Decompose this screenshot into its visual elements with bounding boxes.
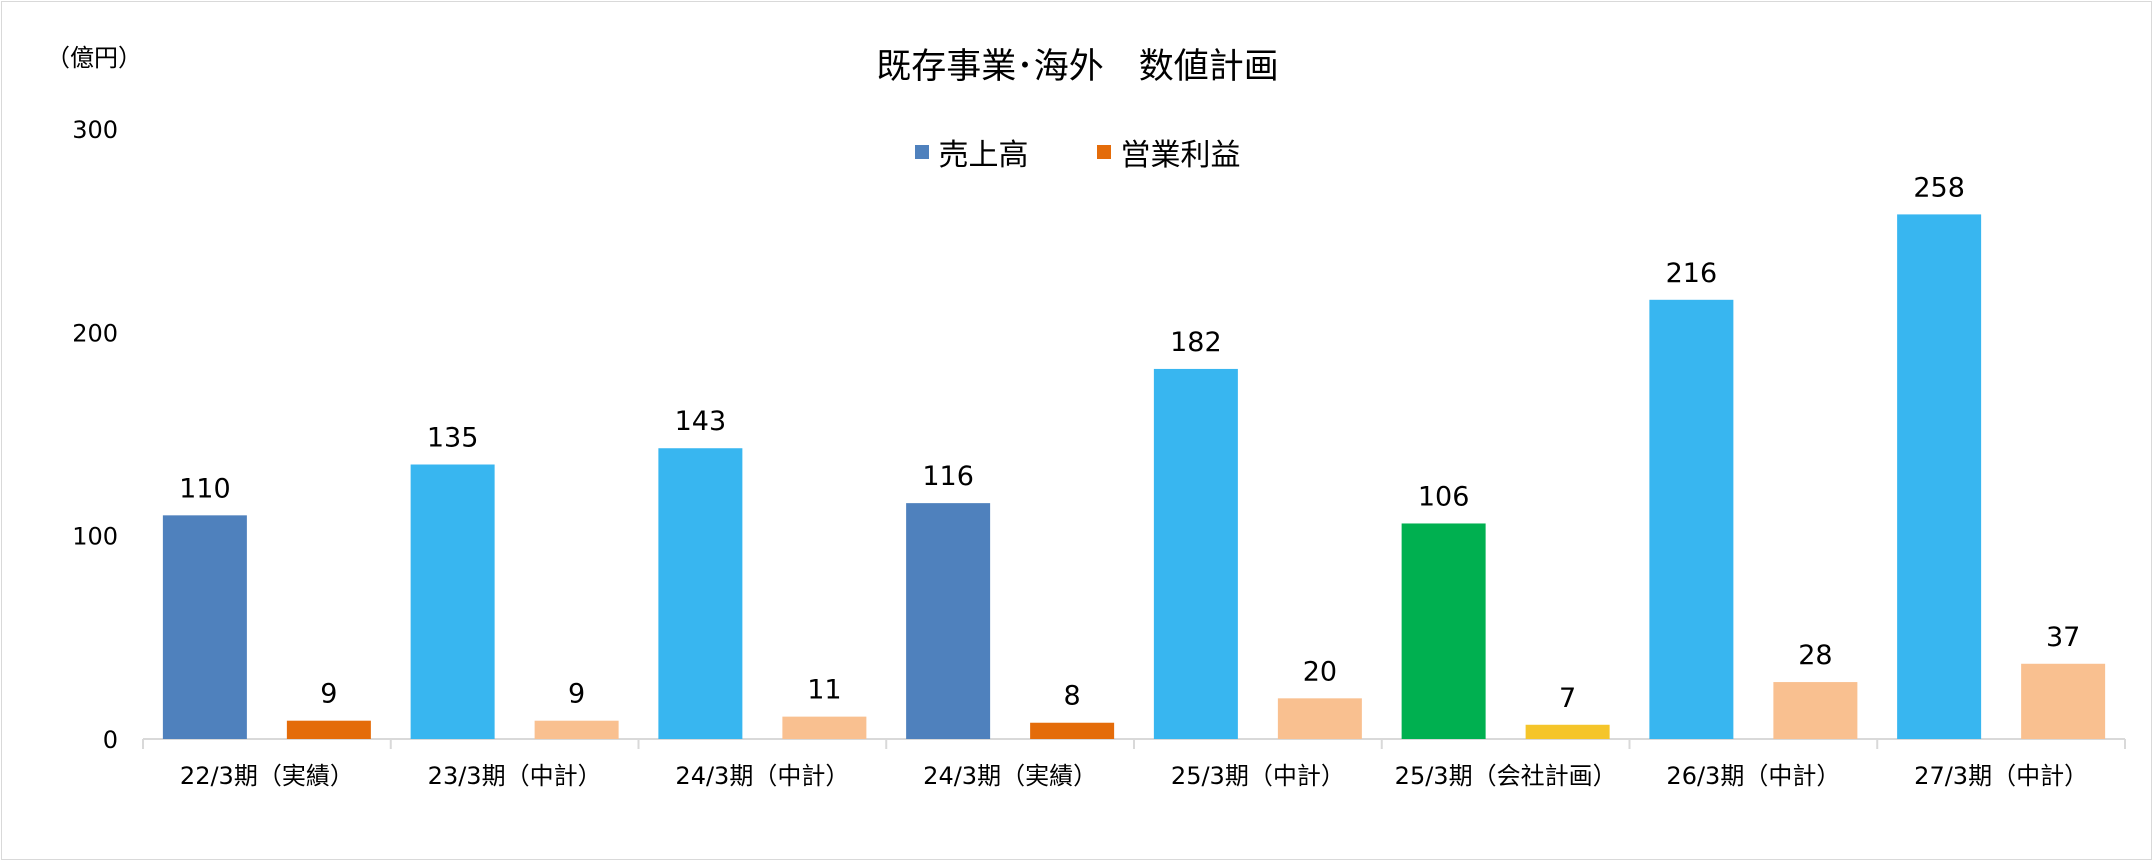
y-tick-label: 200 (72, 319, 118, 347)
legend-label-sales: 売上高 (938, 138, 1029, 173)
data-label: 106 (1418, 481, 1470, 512)
y-tick-label: 0 (103, 726, 118, 754)
chart-title: 既存事業･海外 数値計画 (876, 47, 1279, 87)
data-label: 116 (922, 461, 974, 492)
data-label: 258 (1913, 172, 1965, 203)
unit-label: （億円） (46, 44, 142, 72)
data-label: 8 (1064, 681, 1081, 712)
data-label: 143 (675, 406, 727, 437)
bar-operating-profit (534, 720, 619, 739)
bar-sales (658, 448, 743, 739)
bar-sales (1897, 214, 1982, 739)
x-tick-label: 27/3期（中計） (1914, 762, 2088, 790)
legend-label-operating-profit: 営業利益 (1120, 138, 1241, 173)
bar-operating-profit (286, 720, 371, 739)
x-tick-label: 23/3期（中計） (428, 762, 602, 790)
x-tick-label: 24/3期（実績） (923, 762, 1097, 790)
x-tick-label: 22/3期（実績） (180, 762, 354, 790)
legend-swatch-sales (914, 145, 929, 159)
legend-item-sales: 売上高 (914, 130, 1029, 174)
y-tick-label: 100 (72, 523, 118, 551)
bar-sales (162, 515, 247, 739)
bar-operating-profit (1773, 682, 1858, 739)
bar-sales (410, 464, 495, 739)
data-label: 182 (1170, 327, 1222, 358)
y-tick-label: 300 (72, 116, 118, 144)
data-label: 135 (427, 423, 479, 454)
data-label: 9 (320, 679, 337, 710)
bar-sales (1401, 523, 1486, 739)
x-tick-label: 25/3期（会社計画） (1395, 762, 1617, 790)
bar-sales (1153, 368, 1238, 739)
bar-operating-profit (2021, 663, 2106, 739)
data-label: 11 (807, 675, 841, 706)
legend-swatch-operating-profit (1096, 145, 1111, 159)
x-tick-label: 25/3期（中計） (1171, 762, 1345, 790)
bar-sales (1649, 299, 1734, 739)
data-label: 20 (1303, 656, 1337, 687)
data-label: 28 (1798, 640, 1832, 671)
legend-item-operating-profit: 営業利益 (1096, 130, 1241, 174)
data-label: 7 (1559, 683, 1576, 714)
bar-operating-profit (782, 716, 867, 739)
data-label: 37 (2046, 622, 2080, 653)
bar-operating-profit (1525, 724, 1610, 739)
x-tick-label: 26/3期（中計） (1666, 762, 1840, 790)
bar-operating-profit (1277, 698, 1362, 739)
bar-operating-profit (1030, 722, 1115, 739)
bar-sales (906, 503, 991, 739)
data-label: 216 (1666, 258, 1718, 289)
data-label: 9 (568, 679, 585, 710)
legend: 売上高 営業利益 (0, 130, 2155, 174)
data-label: 110 (179, 473, 231, 504)
x-tick-label: 24/3期（中計） (675, 762, 849, 790)
